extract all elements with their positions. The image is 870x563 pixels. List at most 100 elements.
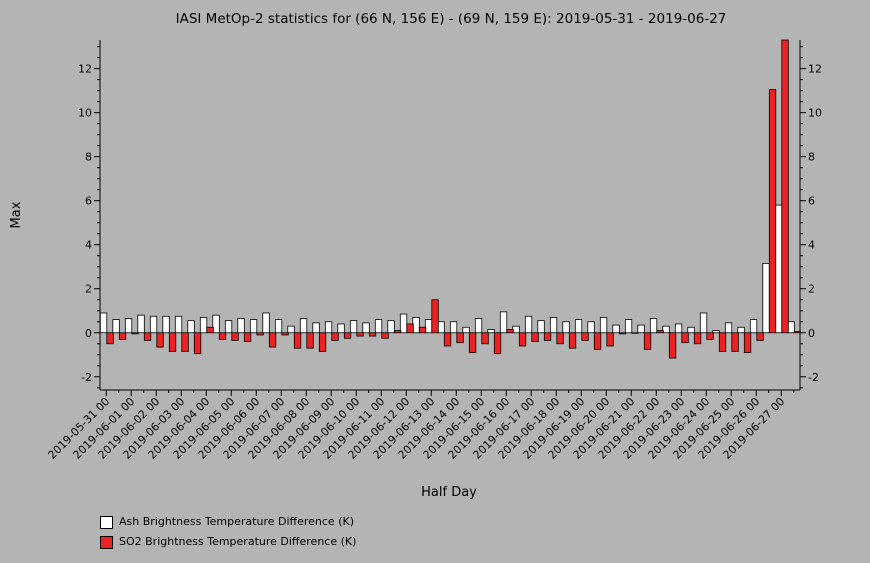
so2-bar-8 <box>206 326 214 334</box>
ash-bar-21 <box>362 322 370 334</box>
so2-bar-54 <box>781 39 789 334</box>
so2-bar-10 <box>231 332 239 341</box>
so2-bar-50 <box>731 332 739 352</box>
so2-bar-19 <box>343 332 352 339</box>
so2-bar-44 <box>656 330 664 334</box>
ash-bar-48 <box>699 312 708 334</box>
so2-bar-43 <box>643 332 652 350</box>
so2-bar-6 <box>181 332 189 352</box>
ash-bar-11 <box>237 318 245 334</box>
ash-bar-13 <box>262 312 270 334</box>
ash-bar-23 <box>387 320 395 334</box>
ash-bar-40 <box>599 316 608 334</box>
so2-bar-52 <box>756 332 764 341</box>
y-tick-label-right: 4 <box>808 239 815 252</box>
legend-swatch-ash <box>100 515 113 529</box>
so2-bar-36 <box>556 332 564 345</box>
ash-bar-14 <box>274 319 283 334</box>
so2-bar-39 <box>593 332 602 350</box>
ash-bar-19 <box>337 323 345 334</box>
chart-title: IASI MetOp-2 statistics for (66 N, 156 E… <box>176 11 727 27</box>
so2-bar-41 <box>618 332 627 335</box>
y-tick-label-left: 8 <box>85 151 92 164</box>
y-tick-label-right: -2 <box>808 371 819 384</box>
ash-bar-44 <box>649 318 658 334</box>
so2-bar-16 <box>306 332 314 349</box>
ash-bar-8 <box>199 316 208 334</box>
ash-bar-32 <box>499 311 508 334</box>
legend-item-ash: Ash Brightness Temperature Difference (K… <box>100 512 356 532</box>
ash-bar-22 <box>374 319 383 334</box>
ash-bar-47 <box>687 326 695 334</box>
so2-bar-23 <box>393 330 402 334</box>
so2-bar-48 <box>706 332 714 340</box>
so2-bar-21 <box>368 332 377 337</box>
ash-bar-31 <box>487 329 495 334</box>
ash-bar-17 <box>312 322 320 334</box>
so2-bar-0 <box>106 332 114 345</box>
so2-bar-47 <box>693 332 702 345</box>
so2-bar-55 <box>793 331 802 334</box>
so2-bar-45 <box>668 332 677 359</box>
so2-bar-1 <box>118 332 127 340</box>
so2-bar-53 <box>768 89 777 334</box>
legend-item-so2: SO2 Brightness Temperature Difference (K… <box>100 532 356 552</box>
legend-swatch-so2 <box>100 535 113 549</box>
x-axis-label: Half Day <box>421 485 477 500</box>
ash-bar-46 <box>674 323 683 334</box>
y-tick-label-left: 12 <box>78 63 92 76</box>
so2-bar-42 <box>631 332 639 334</box>
so2-bar-11 <box>243 332 252 342</box>
y-tick-label-left: 10 <box>78 107 92 120</box>
ash-bar-43 <box>637 324 645 334</box>
so2-bar-51 <box>743 332 752 353</box>
ash-bar-41 <box>612 324 620 334</box>
ash-bar-24 <box>399 313 408 334</box>
ash-bar-1 <box>112 319 120 334</box>
ash-bar-9 <box>212 314 220 334</box>
y-tick-label-right: 6 <box>808 195 815 208</box>
ash-bar-45 <box>662 325 670 334</box>
ash-bar-20 <box>349 320 358 334</box>
y-axis-label: Max <box>9 201 24 228</box>
ash-bar-26 <box>424 319 433 334</box>
ash-bar-4 <box>149 315 158 334</box>
ash-bar-16 <box>299 318 308 334</box>
y-tick-label-right: 12 <box>808 63 822 76</box>
so2-bar-27 <box>443 332 452 347</box>
y-tick-label-left: 0 <box>85 327 92 340</box>
ash-bar-0 <box>99 312 108 334</box>
ash-bar-5 <box>162 315 170 334</box>
so2-bar-2 <box>131 332 139 335</box>
ash-bar-12 <box>249 319 258 334</box>
ash-bar-33 <box>512 325 520 334</box>
legend-label-so2: SO2 Brightness Temperature Difference (K… <box>119 535 357 548</box>
y-tick-label-left: 2 <box>85 283 92 296</box>
ash-bar-2 <box>124 318 133 334</box>
so2-bar-38 <box>581 332 589 341</box>
ash-bar-3 <box>137 314 145 334</box>
so2-bar-3 <box>143 332 152 341</box>
ash-bar-30 <box>474 318 483 334</box>
so2-bar-4 <box>156 332 164 348</box>
so2-bar-28 <box>456 332 464 344</box>
ash-bar-10 <box>224 320 233 334</box>
so2-bar-20 <box>356 332 364 337</box>
ash-bar-7 <box>187 320 195 334</box>
so2-bar-37 <box>568 332 577 349</box>
y-tick-label-right: 8 <box>808 151 815 164</box>
y-tick-label-right: 2 <box>808 283 815 296</box>
so2-bar-12 <box>256 332 264 336</box>
ash-bar-29 <box>462 326 470 334</box>
ash-bar-35 <box>537 320 545 334</box>
so2-bar-13 <box>268 332 277 348</box>
ash-bar-38 <box>574 319 583 334</box>
ash-bar-27 <box>437 321 445 334</box>
ash-bar-36 <box>549 316 558 334</box>
so2-bar-25 <box>418 326 427 334</box>
y-tick-label-right: 10 <box>808 107 822 120</box>
ash-bar-51 <box>737 326 745 334</box>
bars-layer <box>99 39 802 359</box>
so2-bar-32 <box>506 329 514 334</box>
